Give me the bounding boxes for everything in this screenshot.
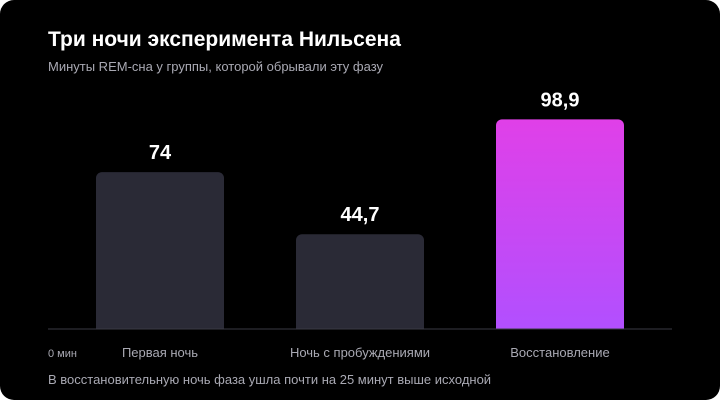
bar	[296, 234, 424, 335]
category-label: Первая ночь	[122, 345, 198, 360]
baseline-zero-label: 0 мин	[48, 348, 77, 360]
category-label: Ночь с пробуждениями	[290, 345, 430, 360]
baseline-mask	[48, 329, 672, 339]
chart-footnote: В восстановительную ночь фаза ушла почти…	[48, 372, 492, 387]
chart-title: Три ночи эксперимента Нильсена	[48, 28, 401, 51]
bar	[496, 119, 624, 335]
bar-value-label: 44,7	[341, 204, 380, 226]
category-label: Восстановление	[510, 345, 609, 360]
bar-value-label: 74	[149, 142, 172, 164]
bar-value-label: 98,9	[541, 89, 580, 111]
bar	[96, 172, 224, 335]
chart-subtitle: Минуты REM-сна у группы, которой обрывал…	[48, 59, 384, 74]
